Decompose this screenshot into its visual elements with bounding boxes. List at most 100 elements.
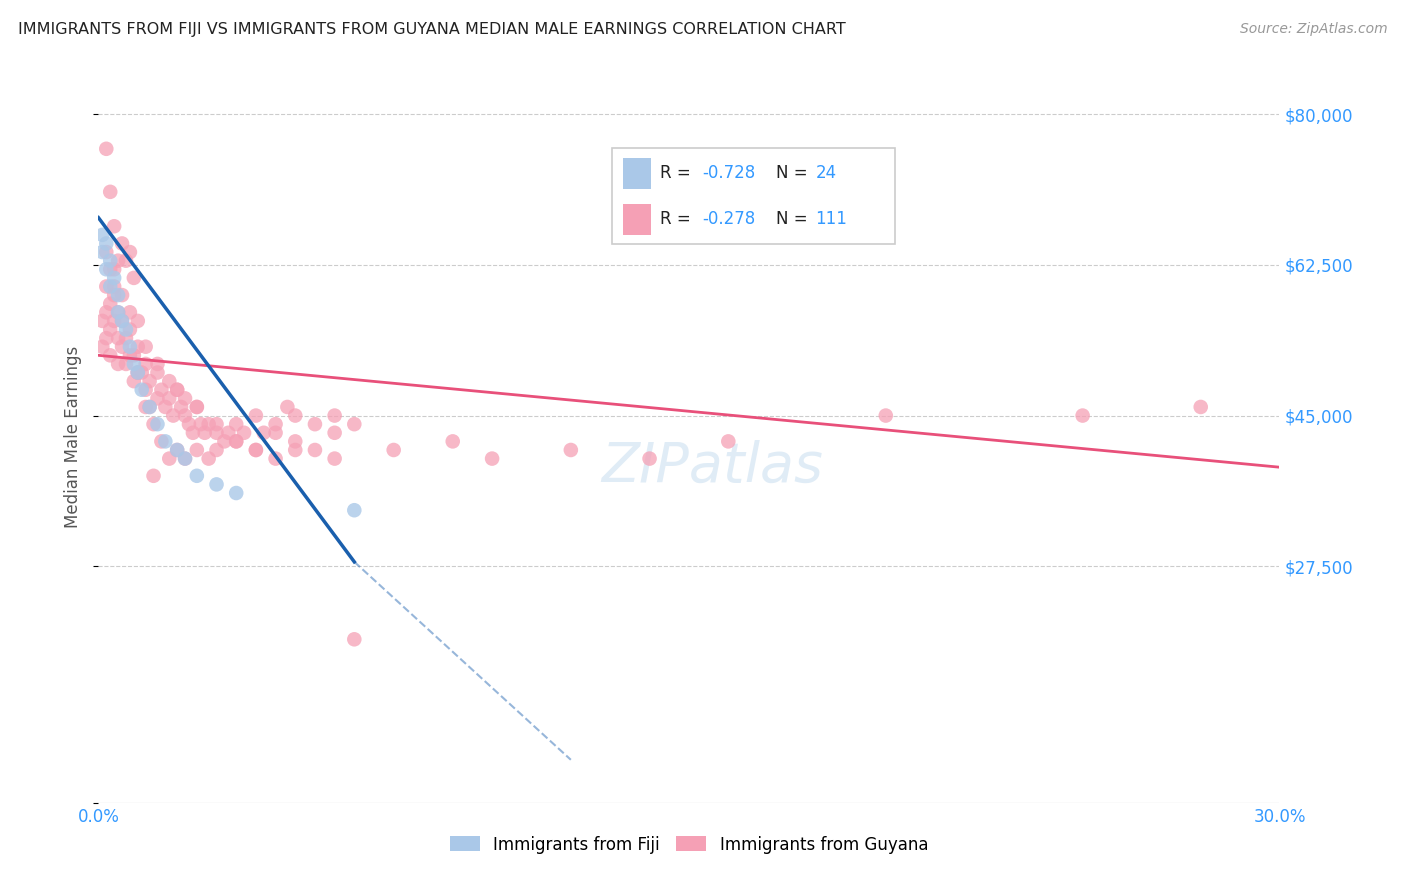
Point (441, 434, 464, 449)
Point (264, 417, 287, 432)
Point (96, 245, 118, 260)
Point (217, 425, 239, 440)
Point (225, 486, 247, 500)
Point (96, 236, 118, 251)
Point (245, 409, 267, 423)
Point (96, 262, 118, 277)
Point (146, 392, 169, 406)
Point (146, 357, 169, 371)
Text: ZIPatlas: ZIPatlas (602, 440, 824, 493)
Point (284, 434, 307, 449)
Point (135, 357, 157, 371)
Point (122, 374, 145, 388)
Point (91, 245, 114, 260)
Point (343, 503, 366, 517)
Text: R =: R = (659, 211, 696, 228)
Point (91, 340, 114, 354)
Point (122, 271, 145, 285)
Bar (623, 158, 651, 188)
Point (127, 366, 149, 380)
Text: N =: N = (776, 211, 813, 228)
Point (197, 451, 219, 466)
Point (284, 409, 307, 423)
Point (127, 366, 149, 380)
Text: Source: ZipAtlas.com: Source: ZipAtlas.com (1240, 22, 1388, 37)
Point (166, 442, 188, 457)
Point (205, 442, 228, 457)
Point (118, 322, 141, 336)
Point (225, 434, 247, 449)
Point (177, 417, 200, 432)
Point (225, 417, 247, 432)
Point (717, 434, 740, 449)
Point (98, 262, 121, 277)
Point (103, 279, 125, 293)
Point (186, 442, 208, 457)
Text: R =: R = (659, 164, 696, 182)
Point (323, 451, 346, 466)
Point (181, 425, 204, 440)
Point (233, 425, 256, 440)
Point (157, 451, 180, 466)
Point (162, 409, 184, 423)
Point (107, 331, 129, 345)
Point (150, 383, 173, 397)
Point (343, 632, 366, 647)
Point (323, 409, 346, 423)
Point (127, 366, 149, 380)
Point (103, 262, 125, 277)
Point (111, 288, 134, 302)
Point (197, 417, 219, 432)
Text: IMMIGRANTS FROM FIJI VS IMMIGRANTS FROM GUYANA MEDIAN MALE EARNINGS CORRELATION : IMMIGRANTS FROM FIJI VS IMMIGRANTS FROM … (18, 22, 846, 37)
Point (118, 245, 141, 260)
Point (205, 417, 228, 432)
Point (96, 305, 118, 319)
Point (214, 434, 236, 449)
Point (96, 331, 118, 345)
Point (225, 434, 247, 449)
Point (190, 417, 212, 432)
Point (382, 442, 405, 457)
Point (170, 400, 193, 414)
Point (186, 400, 208, 414)
Point (131, 383, 153, 397)
Point (91, 314, 114, 328)
Point (142, 417, 165, 432)
Point (111, 314, 134, 328)
Point (138, 374, 160, 388)
Point (135, 340, 157, 354)
Point (118, 340, 141, 354)
Point (103, 271, 125, 285)
Point (135, 383, 157, 397)
Point (146, 417, 169, 432)
Point (157, 374, 180, 388)
Text: -0.728: -0.728 (702, 164, 755, 182)
Point (122, 357, 145, 371)
Point (107, 305, 129, 319)
Text: -0.278: -0.278 (702, 211, 755, 228)
Point (186, 468, 208, 483)
Point (174, 392, 197, 406)
Point (245, 442, 267, 457)
Text: 111: 111 (815, 211, 848, 228)
Point (131, 366, 153, 380)
Point (343, 417, 366, 432)
Point (146, 366, 169, 380)
Point (103, 219, 125, 234)
Point (638, 451, 661, 466)
Point (96, 279, 118, 293)
Point (115, 331, 138, 345)
Point (166, 442, 188, 457)
Point (481, 451, 503, 466)
Point (107, 305, 129, 319)
Point (111, 236, 134, 251)
Point (276, 400, 298, 414)
Point (96, 142, 118, 156)
Point (107, 288, 129, 302)
Point (115, 253, 138, 268)
Point (122, 348, 145, 362)
Point (186, 400, 208, 414)
Point (155, 400, 177, 414)
Point (264, 425, 287, 440)
Point (284, 442, 307, 457)
